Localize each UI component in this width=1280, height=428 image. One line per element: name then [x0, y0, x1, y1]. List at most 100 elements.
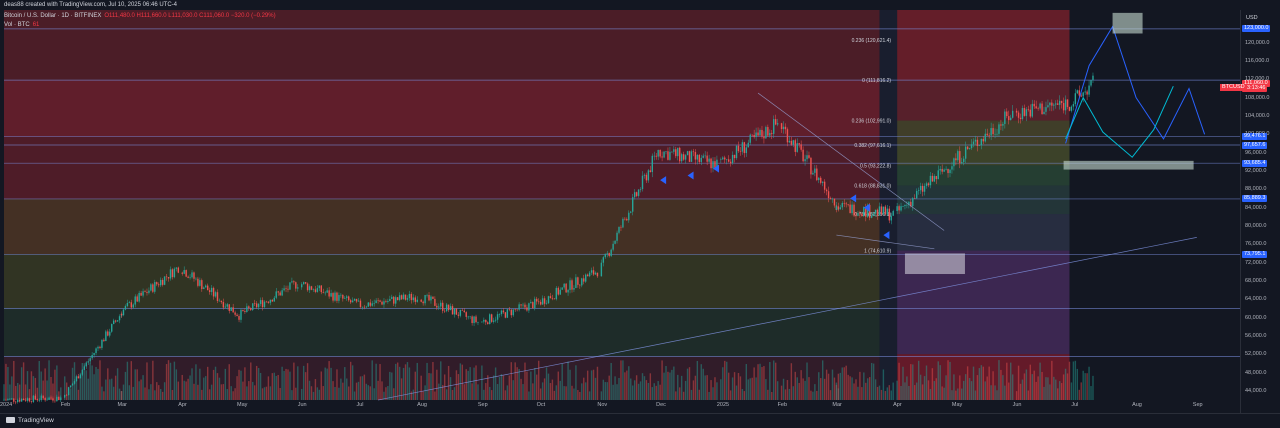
volume-bar — [1002, 375, 1004, 400]
fib-zone — [897, 214, 1070, 251]
volume-bar — [943, 387, 945, 400]
volume-bar — [206, 366, 209, 400]
candle-body — [312, 289, 315, 290]
fib-zone — [897, 145, 1070, 166]
candle-body — [528, 303, 530, 311]
price-axis[interactable]: 120,000.0 116,000.0 112,000.0 108,000.0 104,… — [1240, 0, 1280, 413]
volume-bar — [436, 369, 438, 400]
candle-body — [1058, 100, 1061, 105]
volume-bar — [682, 391, 685, 400]
volume-bar — [890, 390, 892, 400]
currency-button[interactable]: USD — [1246, 15, 1258, 21]
volume-bar — [1011, 374, 1014, 400]
price-tag: 99,476.1 — [1242, 133, 1268, 141]
candle-body — [120, 313, 123, 316]
price-chart[interactable]: 0.236 (120,621.4) 0 (111,816.2) 0.236 (102… — [0, 0, 1240, 413]
candle-body — [639, 189, 642, 190]
candle-body — [197, 278, 199, 286]
candle-body — [741, 142, 744, 152]
volume-bar — [492, 375, 495, 400]
candle-body — [205, 285, 207, 288]
volume-bar — [763, 366, 765, 400]
volume-bar — [69, 388, 72, 400]
time-axis[interactable]: 2024 Feb Mar Apr May Jun Jul Aug Sep Oct Nov Dec 202… — [0, 400, 1240, 413]
volume-bar — [136, 369, 138, 400]
volume-bar — [541, 382, 544, 400]
candle-body — [183, 270, 185, 274]
volume-bar — [630, 378, 632, 400]
fib-zone — [897, 6, 1070, 81]
volume-bar — [244, 367, 246, 400]
volume-bar — [463, 384, 465, 400]
volume-bar — [982, 366, 984, 400]
volume-bar — [212, 369, 215, 400]
candle-body — [134, 296, 136, 305]
volume-bar — [806, 362, 808, 400]
volume-bar — [83, 363, 86, 400]
volume-bar — [1076, 368, 1079, 400]
price-tag: 123,000.0 — [1242, 25, 1271, 33]
volume-bar — [972, 366, 975, 400]
candle-body — [492, 320, 495, 322]
candle-body — [36, 399, 38, 401]
volume-bar — [1053, 376, 1055, 400]
attribution-bar: deas88 created with TradingView.com, Jul… — [0, 0, 1244, 10]
volume-bar — [195, 364, 197, 400]
chart-background — [0, 0, 1240, 413]
candle-body — [843, 203, 845, 204]
volume-bar — [532, 383, 534, 400]
candle-body — [765, 127, 767, 139]
volume-bar — [424, 385, 426, 400]
candle-body — [22, 398, 25, 401]
candle-body — [502, 310, 505, 313]
fib-label: 0.382 (97,616.1) — [854, 143, 891, 149]
volume-bar — [328, 361, 330, 400]
volume-bar — [1043, 386, 1045, 400]
candle-body — [447, 304, 450, 311]
volume-bar — [120, 391, 123, 400]
candle-body — [359, 300, 362, 307]
candle-body — [112, 320, 115, 325]
volume-bar — [635, 375, 638, 400]
volume-bar — [81, 363, 84, 400]
volume-bar — [28, 389, 31, 400]
shade-band — [4, 308, 880, 357]
price-tick: 64,000.0 — [1245, 296, 1267, 303]
candle-body — [293, 281, 295, 283]
volume-bar — [653, 383, 655, 400]
volume-bar — [340, 378, 342, 400]
volume-bar — [353, 391, 356, 400]
symbol-line[interactable]: Bitcoin / U.S. Dollar · 1D · BITFINEX — [4, 13, 102, 19]
volume-bar — [228, 364, 230, 400]
volume-label[interactable]: Vol · BTC — [4, 22, 30, 28]
candle-body — [434, 298, 436, 306]
volume-bar — [737, 372, 740, 400]
volume-bar — [551, 379, 554, 400]
volume-bar — [861, 387, 863, 400]
candle-body — [731, 154, 734, 164]
candle-body — [246, 306, 248, 312]
candle-body — [829, 198, 832, 199]
candle-body — [426, 294, 428, 296]
volume-bar — [776, 381, 779, 400]
candle-body — [402, 294, 405, 300]
candle-body — [651, 155, 653, 173]
volume-bar — [75, 380, 78, 400]
volume-bar — [224, 368, 227, 400]
candle-body — [539, 301, 542, 305]
volume-bar — [267, 376, 270, 400]
candle-body — [833, 198, 836, 206]
tradingview-logo[interactable]: TradingView — [6, 414, 54, 428]
candle-body — [1011, 110, 1014, 118]
candle-body — [923, 185, 926, 192]
volume-bar — [865, 382, 867, 400]
candle-body — [812, 172, 814, 175]
price-tag: 97,657.6 — [1242, 141, 1268, 149]
volume-bar — [447, 365, 450, 400]
volume-bar — [67, 391, 70, 400]
candle-body — [487, 322, 489, 325]
volume-bar — [240, 370, 242, 400]
candle-body — [177, 267, 180, 273]
candle-body — [263, 301, 266, 308]
volume-bar — [855, 379, 857, 400]
